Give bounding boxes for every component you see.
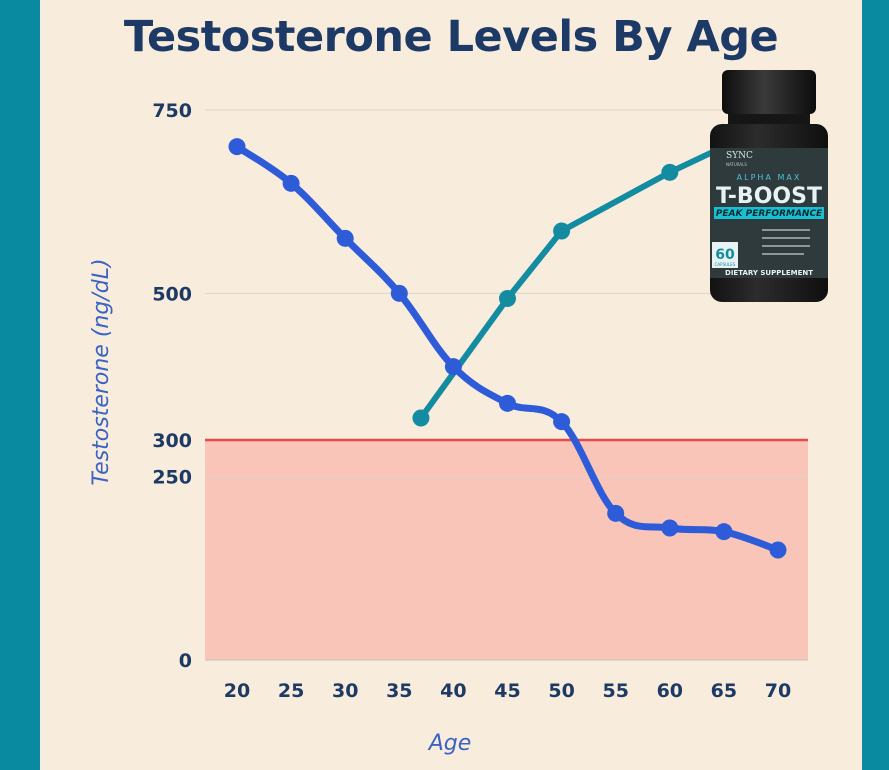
age-decline-point: [607, 504, 625, 522]
product-count: 60: [715, 247, 735, 263]
age-decline-point: [444, 358, 462, 376]
age-decline-point: [661, 519, 679, 537]
y-axis-label: Testosterone (ng/dL): [89, 258, 114, 485]
x-tick-label: 45: [494, 680, 520, 702]
x-tick-label: 35: [386, 680, 412, 702]
age-decline-point: [553, 413, 571, 431]
age-decline-point: [499, 394, 516, 412]
x-tick-label: 30: [332, 680, 358, 702]
y-tick-label: 500: [152, 283, 192, 305]
supplement-point: [499, 289, 516, 307]
x-tick-label: 60: [657, 680, 683, 702]
product-brand-sub: NATURALS: [726, 162, 747, 167]
age-decline-point: [336, 229, 354, 247]
product-footer: DIETARY SUPPLEMENT: [725, 269, 813, 277]
y-tick-label: 0: [179, 650, 192, 672]
age-decline-point: [282, 174, 300, 192]
y-tick-label: 300: [152, 430, 192, 452]
age-decline-point: [769, 541, 787, 559]
y-tick-label: 250: [152, 467, 192, 489]
x-tick-label: 55: [602, 680, 628, 702]
chart-title: Testosterone Levels By Age: [123, 12, 779, 62]
product-count-unit: CAPSULES: [715, 262, 736, 267]
product-tagline: PEAK PERFORMANCE: [716, 209, 823, 219]
x-tick-label: 40: [440, 680, 466, 702]
supplement-point: [661, 163, 679, 181]
supplement-point: [553, 222, 571, 240]
supplement-bottle-icon: SYNC NATURALS ALPHA MAX T-BOOST PEAK PER…: [706, 70, 832, 304]
x-tick-label: 70: [765, 680, 791, 702]
x-tick-label: 20: [224, 680, 250, 702]
age-decline-point: [390, 284, 408, 302]
y-tick-label: 750: [152, 100, 192, 122]
product-brand: SYNC: [726, 151, 753, 161]
x-tick-label: 50: [548, 680, 574, 702]
x-tick-label: 25: [278, 680, 304, 702]
product-name: T-BOOST: [716, 184, 822, 209]
low-testosterone-zone: [205, 440, 808, 660]
x-tick-label: 65: [711, 680, 737, 702]
supplement-point: [412, 409, 430, 427]
product-line-name: ALPHA MAX: [737, 173, 802, 182]
age-decline-point: [228, 138, 246, 156]
x-axis-label: Age: [427, 731, 472, 756]
age-decline-point: [715, 523, 733, 541]
